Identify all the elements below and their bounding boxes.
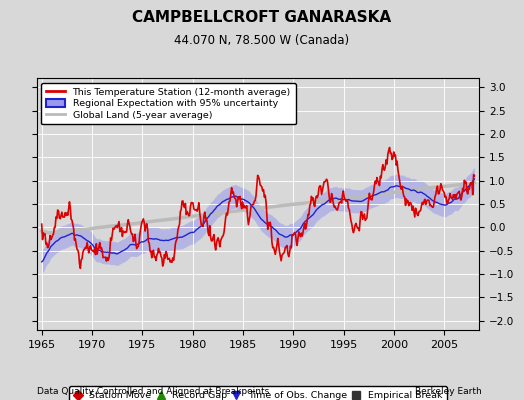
Text: Data Quality Controlled and Aligned at Breakpoints: Data Quality Controlled and Aligned at B… xyxy=(37,387,269,396)
Text: Berkeley Earth: Berkeley Earth xyxy=(416,387,482,396)
Text: 44.070 N, 78.500 W (Canada): 44.070 N, 78.500 W (Canada) xyxy=(174,34,350,47)
Legend: Station Move, Record Gap, Time of Obs. Change, Empirical Break: Station Move, Record Gap, Time of Obs. C… xyxy=(69,386,447,400)
Text: CAMPBELLCROFT GANARASKA: CAMPBELLCROFT GANARASKA xyxy=(133,10,391,25)
